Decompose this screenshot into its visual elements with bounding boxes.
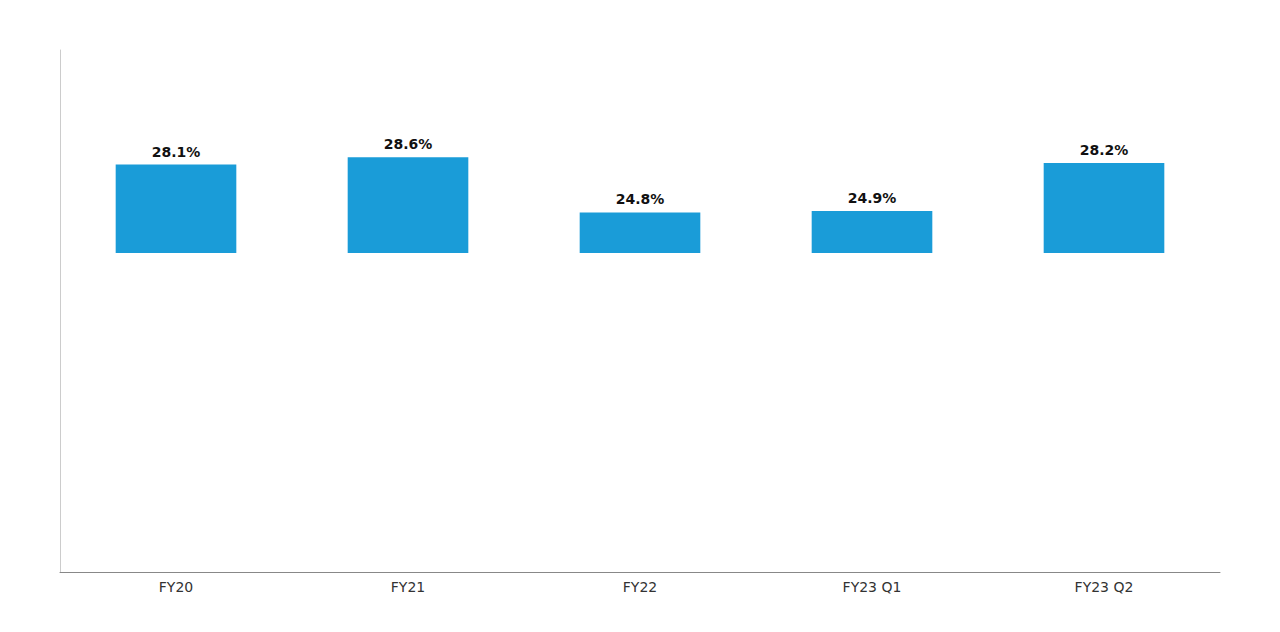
- svg-text:28.1%: 28.1%: [152, 144, 201, 160]
- svg-text:FY20: FY20: [159, 579, 193, 595]
- svg-text:28.2%: 28.2%: [1080, 142, 1129, 158]
- svg-text:FY21: FY21: [391, 579, 425, 595]
- svg-text:FY22: FY22: [623, 579, 657, 595]
- svg-text:FY23 Q1: FY23 Q1: [843, 579, 902, 595]
- svg-text:28.6%: 28.6%: [384, 136, 433, 152]
- svg-text:FY23 Q2: FY23 Q2: [1075, 579, 1134, 595]
- svg-text:24.9%: 24.9%: [848, 190, 897, 206]
- svg-text:24.8%: 24.8%: [616, 191, 665, 207]
